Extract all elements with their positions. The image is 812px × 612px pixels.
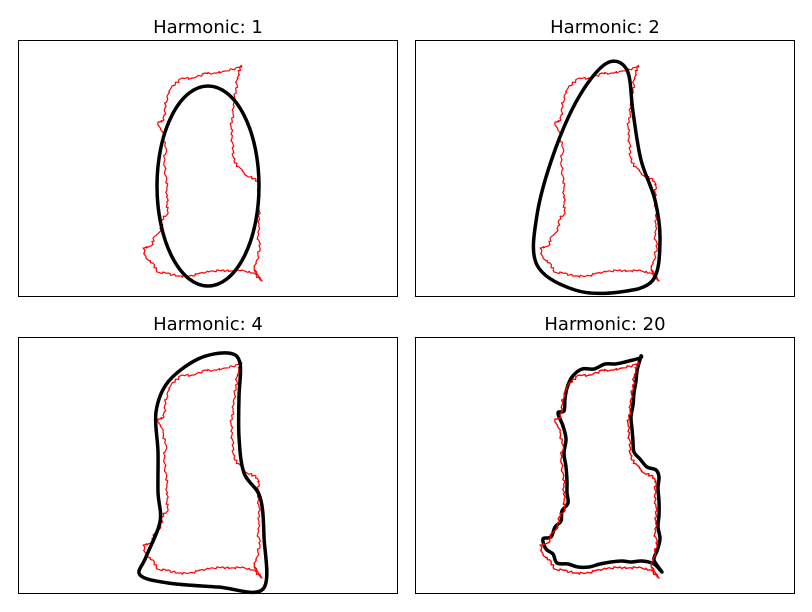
axes-frame-harmonic-4 (18, 337, 398, 594)
approximation-line-harmonic-1 (155, 84, 261, 288)
plot-area-harmonic-1 (142, 64, 263, 288)
axes-frame-harmonic-20 (415, 337, 795, 594)
plot-area-harmonic-4 (137, 351, 269, 595)
approximation-line-harmonic-4 (137, 351, 269, 595)
approximation-line-harmonic-20 (541, 354, 664, 574)
contour-line-harmonic-4 (142, 361, 263, 579)
axes-frame-harmonic-1 (18, 40, 398, 297)
plot-area-harmonic-20 (539, 354, 664, 579)
panel-title-harmonic-1: Harmonic: 1 (153, 17, 263, 38)
approximation-line-harmonic-2 (531, 59, 662, 296)
plot-area-harmonic-2 (531, 59, 662, 296)
panel-harmonic-20: Harmonic: 20 (415, 314, 795, 594)
panel-harmonic-1: Harmonic: 1 (18, 17, 398, 297)
axes-frame-harmonic-2 (415, 40, 795, 297)
contour-overlay-harmonic-20 (539, 361, 660, 579)
contour-line-harmonic-1 (142, 64, 263, 282)
panel-harmonic-4: Harmonic: 4 (18, 314, 398, 595)
contour-tail-harmonic-1 (253, 269, 263, 282)
panel-harmonic-2: Harmonic: 2 (415, 17, 795, 297)
contour-tail-harmonic-4 (253, 566, 263, 579)
panel-title-harmonic-4: Harmonic: 4 (153, 314, 263, 335)
contour-line-harmonic-2 (539, 64, 660, 282)
panel-title-harmonic-2: Harmonic: 2 (550, 17, 660, 38)
panel-title-harmonic-20: Harmonic: 20 (544, 314, 665, 335)
